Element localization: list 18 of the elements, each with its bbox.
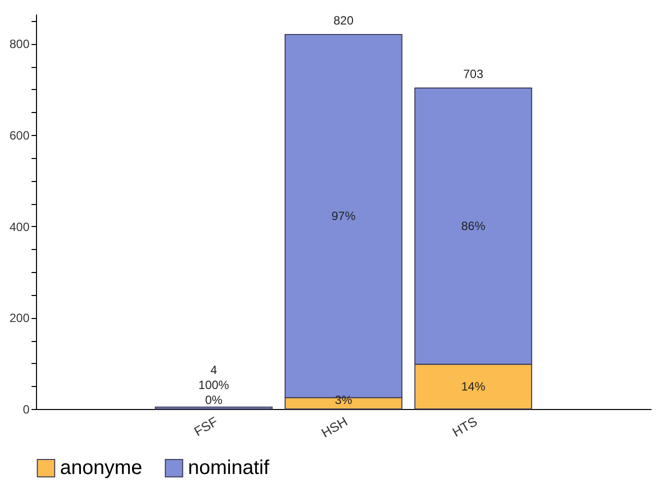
legend-label: anonyme [60, 457, 142, 480]
y-tick-label: 200 [9, 311, 30, 326]
y-tick-label: 800 [9, 37, 30, 52]
x-tick-label: HTS [450, 414, 480, 440]
total-label: 820 [333, 14, 354, 28]
total-label: 703 [463, 66, 484, 81]
annotation: 100% [198, 378, 230, 392]
annotation: 97% [331, 209, 356, 224]
annotation: 14% [461, 380, 486, 394]
y-tick-label: 400 [9, 220, 30, 234]
x-tick-label: HSH [318, 414, 350, 440]
x-tick-label: FSF [191, 414, 220, 440]
y-tick-label: 600 [9, 128, 30, 143]
annotation: 86% [461, 219, 486, 234]
legend-label: nominatif [188, 457, 270, 480]
y-tick-label: 0 [22, 402, 30, 416]
annotation: 0% [205, 393, 223, 407]
total-label: 4 [210, 363, 218, 377]
